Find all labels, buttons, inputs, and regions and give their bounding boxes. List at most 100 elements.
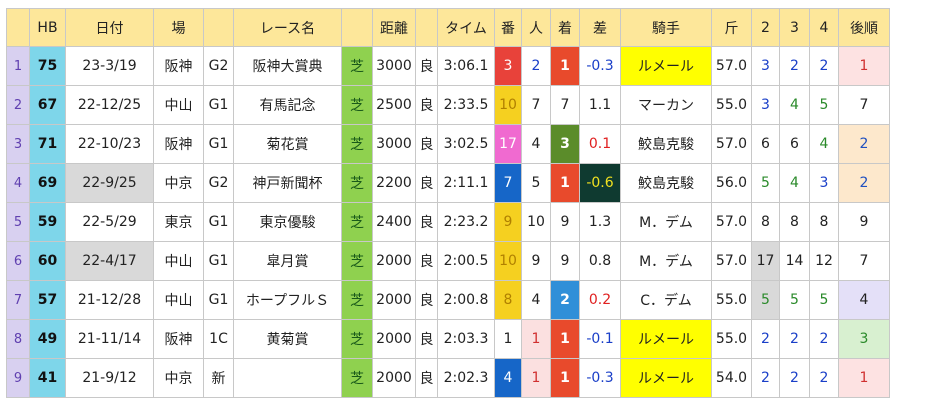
track-condition: 良 bbox=[415, 319, 438, 359]
hb-rating: 71 bbox=[29, 124, 66, 164]
track-condition: 良 bbox=[415, 241, 438, 281]
table-row[interactable]: 8 49 21-11/14 阪神 1C 黄菊賞 芝 2000 良 2:03.3 … bbox=[6, 319, 890, 359]
race-distance: 2000 bbox=[372, 241, 416, 281]
track-condition: 良 bbox=[415, 124, 438, 164]
jockey-name[interactable]: 鮫島克駿 bbox=[620, 163, 712, 203]
race-time: 2:03.3 bbox=[437, 319, 495, 359]
hb-rating: 59 bbox=[29, 202, 66, 242]
header-time[interactable]: タイム bbox=[437, 8, 495, 47]
header-margin[interactable]: 差 bbox=[579, 8, 621, 47]
header-corner-4[interactable]: 4 bbox=[809, 8, 839, 47]
weight: 57.0 bbox=[711, 202, 752, 242]
race-track: 阪神 bbox=[153, 319, 204, 359]
table-row[interactable]: 6 60 22-4/17 中山 G1 皐月賞 芝 2000 良 2:00.5 1… bbox=[6, 241, 890, 281]
corner-4: 3 bbox=[809, 163, 839, 203]
finish-position: 7 bbox=[550, 85, 580, 125]
jockey-name[interactable]: C．デム bbox=[620, 280, 712, 320]
header-late-position[interactable]: 後順 bbox=[838, 8, 890, 47]
horse-number: 3 bbox=[494, 46, 522, 86]
race-grade: G1 bbox=[203, 280, 234, 320]
late-position: 7 bbox=[838, 85, 890, 125]
table-row[interactable]: 1 75 23-3/19 阪神 G2 阪神大賞典 芝 3000 良 3:06.1… bbox=[6, 46, 890, 86]
race-grade: G1 bbox=[203, 241, 234, 281]
race-distance: 2000 bbox=[372, 319, 416, 359]
corner-3: 2 bbox=[779, 358, 810, 398]
race-name[interactable]: 阪神大賞典 bbox=[233, 46, 342, 86]
jockey-name[interactable]: マーカン bbox=[620, 85, 712, 125]
header-date[interactable]: 日付 bbox=[65, 8, 154, 47]
header-distance[interactable]: 距離 bbox=[372, 8, 416, 47]
popularity: 2 bbox=[521, 46, 551, 86]
margin: 1.3 bbox=[579, 202, 621, 242]
late-position: 7 bbox=[838, 241, 890, 281]
table-row[interactable]: 7 57 21-12/28 中山 G1 ホープフルＳ 芝 2000 良 2:00… bbox=[6, 280, 890, 320]
race-grade: G2 bbox=[203, 46, 234, 86]
race-history-table: HB 日付 場 レース名 距離 タイム 番 人 着 差 騎手 斤 2 3 4 後… bbox=[6, 8, 890, 398]
race-grade: 1C bbox=[203, 319, 234, 359]
corner-4: 4 bbox=[809, 124, 839, 164]
race-distance: 3000 bbox=[372, 124, 416, 164]
race-name[interactable]: ホープフルＳ bbox=[233, 280, 342, 320]
surface-turf: 芝 bbox=[341, 85, 373, 125]
corner-4: 8 bbox=[809, 202, 839, 242]
table-row[interactable]: 3 71 22-10/23 阪神 G1 菊花賞 芝 3000 良 3:02.5 … bbox=[6, 124, 890, 164]
hb-rating: 49 bbox=[29, 319, 66, 359]
jockey-name[interactable]: 鮫島克駿 bbox=[620, 124, 712, 164]
header-corner-2[interactable]: 2 bbox=[751, 8, 780, 47]
race-grade: G2 bbox=[203, 163, 234, 203]
header-race-name[interactable]: レース名 bbox=[233, 8, 342, 47]
corner-2: 5 bbox=[751, 163, 780, 203]
row-index: 4 bbox=[6, 163, 30, 203]
table-row[interactable]: 2 67 22-12/25 中山 G1 有馬記念 芝 2500 良 2:33.5… bbox=[6, 85, 890, 125]
margin: -0.3 bbox=[579, 358, 621, 398]
jockey-name[interactable]: ルメール bbox=[620, 319, 712, 359]
race-date: 21-12/28 bbox=[65, 280, 154, 320]
header-jockey[interactable]: 騎手 bbox=[620, 8, 712, 47]
corner-2: 6 bbox=[751, 124, 780, 164]
jockey-name[interactable]: M．デム bbox=[620, 202, 712, 242]
late-position: 2 bbox=[838, 163, 890, 203]
popularity: 4 bbox=[521, 124, 551, 164]
race-name[interactable]: 黄菊賞 bbox=[233, 319, 342, 359]
header-number[interactable]: 番 bbox=[494, 8, 522, 47]
finish-position: 9 bbox=[550, 202, 580, 242]
race-date: 23-3/19 bbox=[65, 46, 154, 86]
race-name[interactable]: 神戸新聞杯 bbox=[233, 163, 342, 203]
header-corner-3[interactable]: 3 bbox=[779, 8, 810, 47]
jockey-name[interactable]: M．デム bbox=[620, 241, 712, 281]
jockey-name[interactable]: ルメール bbox=[620, 46, 712, 86]
margin: -0.6 bbox=[579, 163, 621, 203]
corner-3: 14 bbox=[779, 241, 810, 281]
corner-2: 3 bbox=[751, 46, 780, 86]
header-weight[interactable]: 斤 bbox=[711, 8, 752, 47]
header-popularity[interactable]: 人 bbox=[521, 8, 551, 47]
race-name[interactable]: 菊花賞 bbox=[233, 124, 342, 164]
table-row[interactable]: 4 69 22-9/25 中京 G2 神戸新聞杯 芝 2200 良 2:11.1… bbox=[6, 163, 890, 203]
race-name[interactable]: 東京優駿 bbox=[233, 202, 342, 242]
late-position: 1 bbox=[838, 358, 890, 398]
weight: 55.0 bbox=[711, 85, 752, 125]
weight: 55.0 bbox=[711, 319, 752, 359]
race-time: 2:33.5 bbox=[437, 85, 495, 125]
corner-2: 5 bbox=[751, 280, 780, 320]
margin: -0.1 bbox=[579, 319, 621, 359]
header-track[interactable]: 場 bbox=[153, 8, 204, 47]
table-row[interactable]: 5 59 22-5/29 東京 G1 東京優駿 芝 2400 良 2:23.2 … bbox=[6, 202, 890, 242]
hb-rating: 41 bbox=[29, 358, 66, 398]
row-index: 6 bbox=[6, 241, 30, 281]
race-distance: 2000 bbox=[372, 358, 416, 398]
race-track: 阪神 bbox=[153, 46, 204, 86]
table-row[interactable]: 9 41 21-9/12 中京 新 芝 2000 良 2:02.3 4 1 1 … bbox=[6, 358, 890, 398]
popularity: 9 bbox=[521, 241, 551, 281]
horse-number: 8 bbox=[494, 280, 522, 320]
race-time: 2:02.3 bbox=[437, 358, 495, 398]
header-hb[interactable]: HB bbox=[29, 8, 66, 47]
race-time: 2:00.5 bbox=[437, 241, 495, 281]
race-name[interactable]: 皐月賞 bbox=[233, 241, 342, 281]
race-name[interactable] bbox=[233, 358, 342, 398]
hb-rating: 75 bbox=[29, 46, 66, 86]
race-name[interactable]: 有馬記念 bbox=[233, 85, 342, 125]
header-finish[interactable]: 着 bbox=[550, 8, 580, 47]
margin: 1.1 bbox=[579, 85, 621, 125]
jockey-name[interactable]: ルメール bbox=[620, 358, 712, 398]
